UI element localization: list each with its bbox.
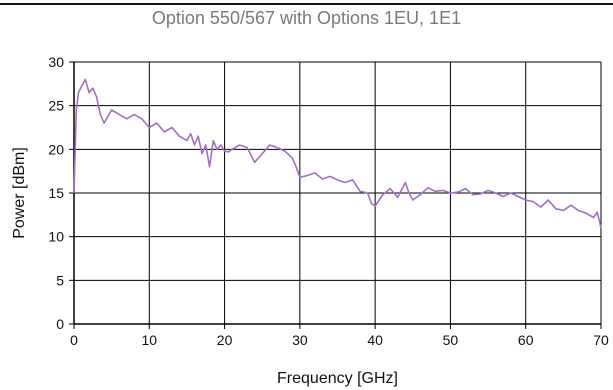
y-axis-title: Power [dBm] [11, 147, 28, 239]
y-tick-label: 0 [56, 316, 64, 332]
top-border [0, 3, 613, 5]
chart-title: Option 550/567 with Options 1EU, 1E1 [151, 8, 462, 28]
y-tick-label: 30 [48, 54, 64, 70]
x-tick-label: 60 [518, 332, 534, 348]
y-tick-label: 25 [48, 98, 64, 114]
x-tick-label: 70 [593, 332, 609, 348]
y-tick-label: 15 [48, 185, 64, 201]
y-tick-label: 20 [48, 141, 64, 157]
y-tick-label: 10 [48, 229, 64, 245]
x-tick-label: 40 [367, 332, 383, 348]
series-layer [73, 78, 602, 229]
x-tick-label: 10 [141, 332, 157, 348]
label-layer: 0 10 20 30 40 50 60 70 0 5 10 15 20 25 30 [48, 54, 609, 348]
x-axis-title: Frequency [GHz] [277, 370, 398, 387]
x-tick-label: 30 [292, 332, 308, 348]
x-tick-label: 0 [70, 332, 78, 348]
grid-layer [73, 61, 602, 325]
y-tick-label: 5 [56, 272, 64, 288]
x-tick-label: 20 [217, 332, 233, 348]
x-tick-label: 50 [443, 332, 459, 348]
power-series-line [73, 78, 602, 229]
